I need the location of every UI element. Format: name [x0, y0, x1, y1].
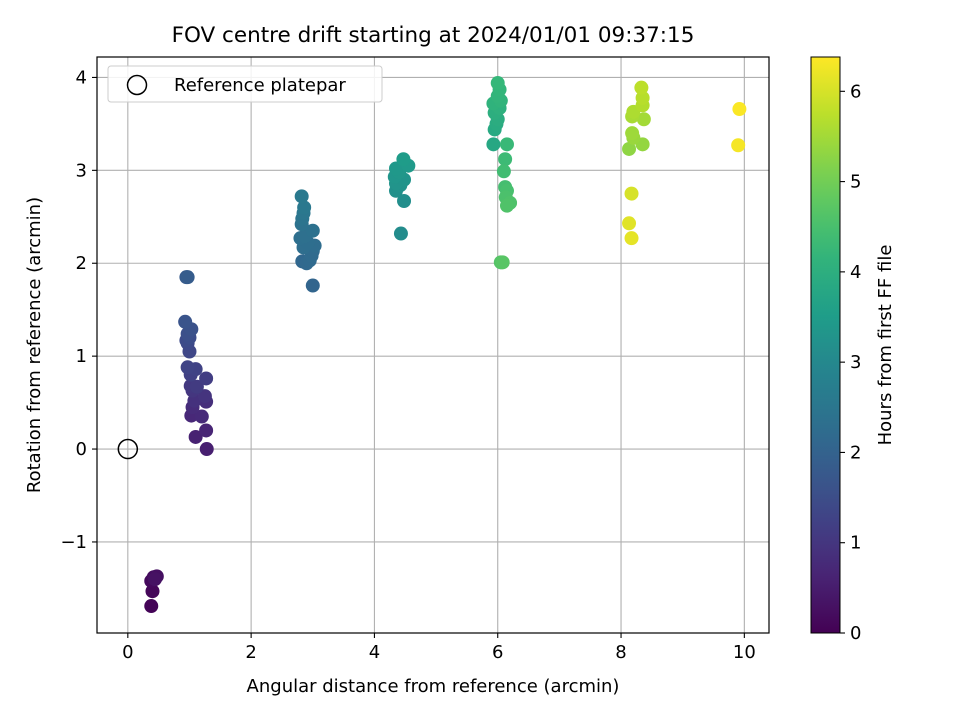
data-point [199, 442, 214, 457]
chart-title: FOV centre drift starting at 2024/01/01 … [172, 23, 695, 48]
data-point [147, 572, 162, 587]
x-axis-label: Angular distance from reference (arcmin) [247, 676, 620, 697]
colorbar-label: Hours from first FF file [875, 245, 896, 446]
data-point [178, 314, 193, 329]
data-point [396, 152, 411, 167]
data-point [490, 76, 505, 91]
data-point [188, 429, 203, 444]
data-point [397, 194, 412, 208]
data-point [624, 186, 639, 201]
data-point [294, 189, 309, 204]
data-point [144, 599, 159, 614]
y-axis-label: Rotation from reference (arcmin) [24, 197, 45, 493]
colorbar-tick-label: 1 [850, 533, 861, 554]
y-tick-label: 3 [76, 160, 87, 181]
data-point [625, 126, 640, 141]
x-tick-label: 8 [615, 642, 626, 663]
colorbar: 0 1 2 3 4 5 6 Hours from first FF file [810, 56, 896, 644]
colorbar-tick-label: 4 [850, 262, 861, 283]
data-point [622, 141, 637, 156]
axis-ticks: 0 2 4 6 8 10 −1 0 1 2 3 4 [60, 67, 755, 663]
y-tick-label: −1 [60, 532, 87, 553]
data-point [194, 409, 209, 424]
data-point [636, 112, 651, 127]
data-point [499, 137, 514, 152]
x-tick-label: 6 [492, 642, 503, 663]
colorbar-tick-label: 6 [850, 81, 861, 102]
data-point [731, 138, 746, 153]
y-tick-label: 2 [76, 253, 87, 274]
plot-frame [96, 56, 770, 634]
x-tick-label: 2 [245, 642, 256, 663]
reference-point [117, 438, 139, 460]
data-point [499, 198, 514, 213]
data-point [197, 389, 212, 404]
data-point [297, 200, 312, 215]
data-point [305, 278, 320, 293]
data-point [496, 164, 511, 179]
data-point [635, 90, 650, 105]
legend-box [107, 65, 383, 103]
data-point [634, 80, 649, 95]
data-point [498, 152, 513, 167]
data-point [495, 255, 510, 270]
data-points [117, 76, 747, 614]
legend-marker-open-circle-icon [126, 74, 148, 96]
data-point [393, 226, 408, 241]
data-point [624, 231, 639, 246]
colorbar-tick-label: 5 [850, 172, 861, 193]
data-point [180, 270, 195, 285]
data-point [145, 584, 160, 599]
data-point [732, 102, 747, 117]
data-point [199, 371, 214, 386]
data-point [622, 216, 637, 231]
colorbar-gradient [810, 56, 841, 634]
y-tick-label: 0 [76, 439, 87, 460]
y-tick-label: 4 [76, 67, 87, 88]
colorbar-tick-label: 0 [850, 623, 861, 644]
legend: Reference platepar [107, 65, 383, 103]
colorbar-tick-label: 2 [850, 442, 861, 463]
x-tick-label: 4 [369, 642, 380, 663]
colorbar-ticks: 0 1 2 3 4 5 6 [840, 81, 861, 644]
colorbar-tick-label: 3 [850, 352, 861, 373]
data-point [199, 423, 214, 438]
legend-entry-reference-platepar: Reference platepar [174, 75, 346, 96]
x-tick-label: 10 [733, 642, 756, 663]
y-tick-label: 1 [76, 346, 87, 367]
data-point [180, 360, 195, 375]
data-point [189, 379, 204, 394]
x-tick-label: 0 [122, 642, 133, 663]
data-point [486, 137, 501, 152]
data-point [305, 223, 320, 238]
grid [97, 57, 769, 633]
